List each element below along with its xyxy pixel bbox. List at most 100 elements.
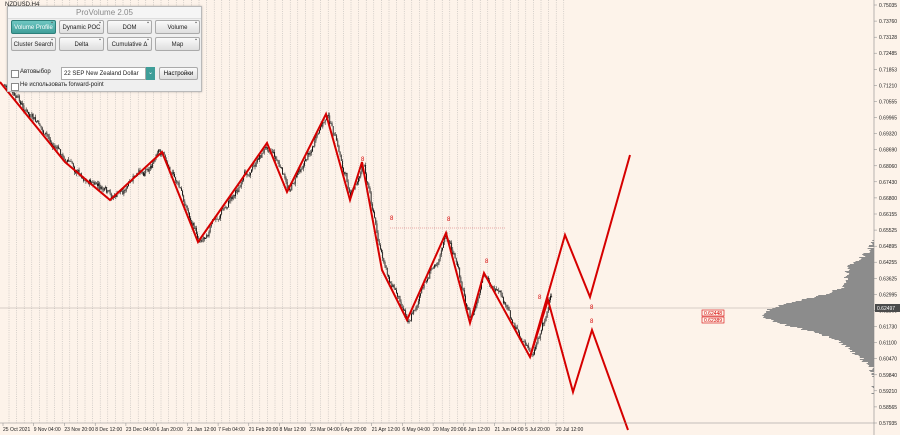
candle-body: [513, 322, 515, 324]
map-button[interactable]: Map ▪: [155, 37, 200, 51]
price-tick-label: 0.57935: [879, 421, 897, 427]
candle-body: [31, 113, 33, 117]
candle-body: [103, 187, 105, 191]
profile-bar: [863, 253, 874, 254]
candle-body: [151, 166, 152, 168]
button-label: Volume Profile: [14, 25, 53, 31]
panel-button-grid: Volume Profile ▪ Dynamic POC ▪ DOM ▪ Volume…: [11, 20, 200, 51]
profile-bar: [846, 281, 874, 282]
candle-body: [198, 238, 200, 240]
profile-bar: [777, 322, 874, 323]
profile-bar: [869, 250, 874, 251]
candle-body: [514, 323, 516, 330]
candle-body: [402, 308, 404, 311]
candle-body: [309, 152, 311, 155]
panel-title[interactable]: ProVolume 2.05: [8, 7, 201, 19]
wave-marker: 8: [590, 319, 594, 325]
profile-bar: [807, 330, 874, 331]
candle-body: [545, 317, 547, 322]
candle-body: [101, 186, 103, 190]
candle-body: [94, 182, 96, 185]
profile-bar: [848, 348, 874, 349]
candle-body: [121, 191, 122, 192]
profile-bar: [871, 373, 874, 374]
candle-body: [511, 318, 512, 320]
candle-body: [500, 290, 502, 296]
candle-body: [316, 134, 318, 137]
candle-body: [405, 310, 407, 315]
candle-body: [493, 286, 495, 292]
button-label: Map: [171, 42, 184, 48]
candle-body: [131, 181, 133, 182]
volume-profile-button[interactable]: Volume Profile ▪: [11, 20, 56, 34]
profile-bar: [779, 323, 874, 324]
candle-body: [437, 262, 439, 265]
candle-body: [30, 116, 32, 118]
candle-body: [481, 282, 482, 289]
candle-body: [208, 231, 210, 237]
dynamic-poc-button[interactable]: Dynamic POC ▪: [59, 20, 104, 34]
candle-body: [394, 288, 396, 290]
cumulative-delta-button[interactable]: Cumulative Δ ▪: [107, 37, 152, 51]
instrument-select[interactable]: 22 SEP New Zealand Dollar: [61, 67, 146, 80]
candle-body: [400, 301, 402, 307]
price-tick-label: 0.60470: [879, 357, 897, 363]
candle-body: [497, 289, 499, 291]
candle-body: [181, 188, 182, 191]
profile-bar: [814, 297, 874, 298]
candle-body: [370, 192, 372, 204]
profile-bar: [813, 331, 874, 332]
profile-bar: [842, 286, 874, 287]
candle-body: [409, 320, 411, 322]
profile-bar: [863, 255, 874, 256]
candle-body: [412, 313, 413, 315]
profile-bar: [763, 314, 874, 315]
corner-icon: ▪: [147, 20, 149, 26]
candle-body: [47, 134, 49, 137]
candle-body: [369, 188, 371, 193]
forward-point-checkbox[interactable]: [11, 83, 19, 91]
profile-bar: [869, 365, 874, 366]
candle-body: [53, 145, 55, 148]
candle-body: [138, 170, 140, 173]
candle-body: [14, 93, 16, 96]
profile-bar: [853, 263, 874, 264]
candle-body: [26, 109, 28, 112]
candle-body: [423, 282, 425, 288]
time-tick-label: 21 Apr 12:00: [372, 427, 401, 433]
candle-body: [442, 247, 443, 251]
price-tick-label: 0.73760: [879, 19, 897, 25]
candle-body: [229, 200, 231, 202]
candle-body: [308, 152, 310, 155]
auto-select-checkbox[interactable]: [11, 70, 19, 78]
dom-button[interactable]: DOM ▪: [107, 20, 152, 34]
profile-bar: [831, 338, 874, 339]
profile-bar: [850, 351, 874, 352]
candle-body: [32, 113, 34, 120]
current-price-tag: [875, 304, 900, 312]
candle-body: [267, 147, 269, 150]
candle-body: [133, 175, 135, 177]
candle-body: [523, 341, 525, 342]
profile-bar: [831, 292, 874, 293]
candle-body: [24, 110, 26, 112]
chevron-down-icon[interactable]: ⌄: [146, 67, 155, 80]
corner-icon: ▪: [195, 20, 197, 26]
candle-body: [507, 306, 509, 310]
candle-body: [204, 237, 205, 239]
candle-body: [183, 195, 185, 202]
delta-button[interactable]: Delta ▪: [59, 37, 104, 51]
candle-body: [375, 217, 377, 224]
candle-body: [159, 149, 160, 151]
candle-body: [283, 174, 285, 175]
candle-body: [293, 183, 295, 184]
profile-bar: [849, 269, 874, 270]
volume-button[interactable]: Volume ▪: [155, 20, 200, 34]
candle-body: [207, 234, 209, 237]
candle-body: [197, 234, 198, 239]
profile-bar: [762, 315, 874, 316]
candle-body: [371, 204, 373, 210]
cluster-search-button[interactable]: Cluster Search ▪: [11, 37, 56, 51]
settings-button[interactable]: Настройки: [159, 67, 198, 80]
